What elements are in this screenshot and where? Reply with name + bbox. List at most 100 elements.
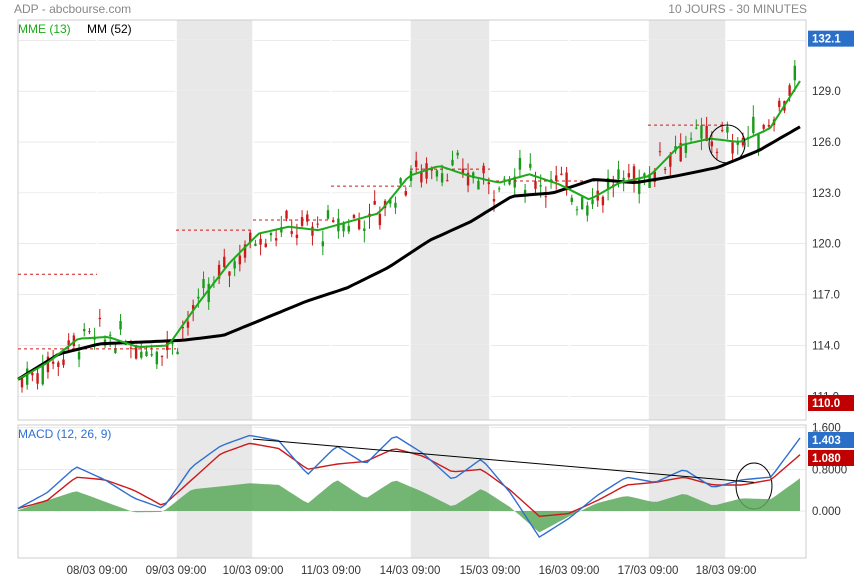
date-label: 10/03 09:00 [223,565,284,577]
candle-body [534,181,537,189]
candle-body [223,256,226,268]
candle-body [580,197,584,210]
candle-body [347,225,350,232]
candle-body [243,244,247,258]
candle-body [539,185,542,187]
signal-value-badge: 1.080 [812,453,841,465]
period-label: 10 JOURS - 30 MINUTES [668,2,807,16]
candle-body [264,243,267,248]
price-tick-label: 126.0 [812,137,841,149]
day-shade-price [176,20,253,420]
candle-body [757,134,760,151]
candle-body [67,340,70,346]
candle-body [46,356,50,373]
candle-body [20,378,24,388]
macd-value-badge-bg [808,432,854,448]
sma52-line [17,125,801,381]
ema13-line [17,80,801,381]
price-panel-frame [17,19,807,421]
candle-body [389,198,392,204]
candle-body [378,213,382,226]
date-label: 15/03 09:00 [460,565,521,577]
candle-body [217,264,221,279]
macd-tick-label: 0.8000 [812,464,847,476]
candle-body [477,180,480,190]
candle-body [446,180,449,182]
candle-body [202,279,205,289]
candle-body [363,228,366,232]
candle-body [518,157,522,170]
candle-body [715,151,719,153]
candle-body [586,205,589,216]
candle-body [140,351,143,358]
candle-body [710,141,714,147]
candle-body [129,347,133,349]
candle-body [404,191,408,196]
candle-body [492,198,496,202]
date-label: 16/03 09:00 [539,565,600,577]
price-tick-label: 123.0 [812,188,841,200]
candle-body [487,182,490,185]
candle-body [555,175,558,181]
candle-body [420,171,423,183]
low-price-badge: 110.0 [812,398,840,410]
candle-body [544,196,548,198]
candle-body [306,214,309,222]
candle-body [726,126,729,133]
price-tick-label: 114.0 [812,340,840,352]
candle-body [705,125,708,141]
candle-body [83,328,86,332]
candle-body [721,130,724,132]
candle-body [36,373,39,384]
candle-body [290,231,293,234]
candle-body [207,283,210,303]
candle-body [653,171,656,182]
candle-body [134,345,138,359]
candle-body [731,142,734,154]
candle-body [591,199,594,205]
candle-body [171,342,174,345]
candle-body [269,232,273,236]
candle-body [658,151,662,153]
date-label: 18/03 09:00 [696,565,757,577]
price-tick-label: 117.0 [812,290,840,302]
day-shade-price [410,20,490,420]
day-shade-price [648,20,726,420]
candle-body [689,138,693,140]
candle-body [606,177,610,191]
candle-body [326,210,330,219]
candle-body [191,305,195,310]
candle-body [316,223,319,225]
day-shade-macd [648,425,726,558]
candle-body [497,188,501,190]
candle-body [119,320,122,330]
candle-body [274,238,278,241]
macd-tick-label: 1.600 [812,423,841,435]
candle-body [461,168,465,174]
candle-body [98,317,101,320]
candle-body [342,223,345,232]
candle-body [394,202,397,208]
candle-body [62,359,65,366]
candle-body [72,335,76,346]
macd-line [17,434,801,539]
candle-body [181,326,184,329]
last-price-badge-bg [808,30,854,47]
date-label: 09/03 09:00 [146,565,207,577]
candle-body [280,227,283,233]
candle-body [508,181,511,185]
macd-tick-label: 0.000 [812,506,841,518]
candle-body [570,197,573,203]
candle-body [259,238,262,245]
candle-body [88,331,91,333]
candle-body [762,124,765,129]
candle-body [638,179,641,194]
candle-body [456,152,459,156]
candle-body [25,368,29,385]
candle-body [435,170,439,177]
candle-body [778,100,781,108]
low-price-badge-bg [808,395,854,411]
candle-body [414,160,418,167]
date-label: 17/03 09:00 [618,565,679,577]
